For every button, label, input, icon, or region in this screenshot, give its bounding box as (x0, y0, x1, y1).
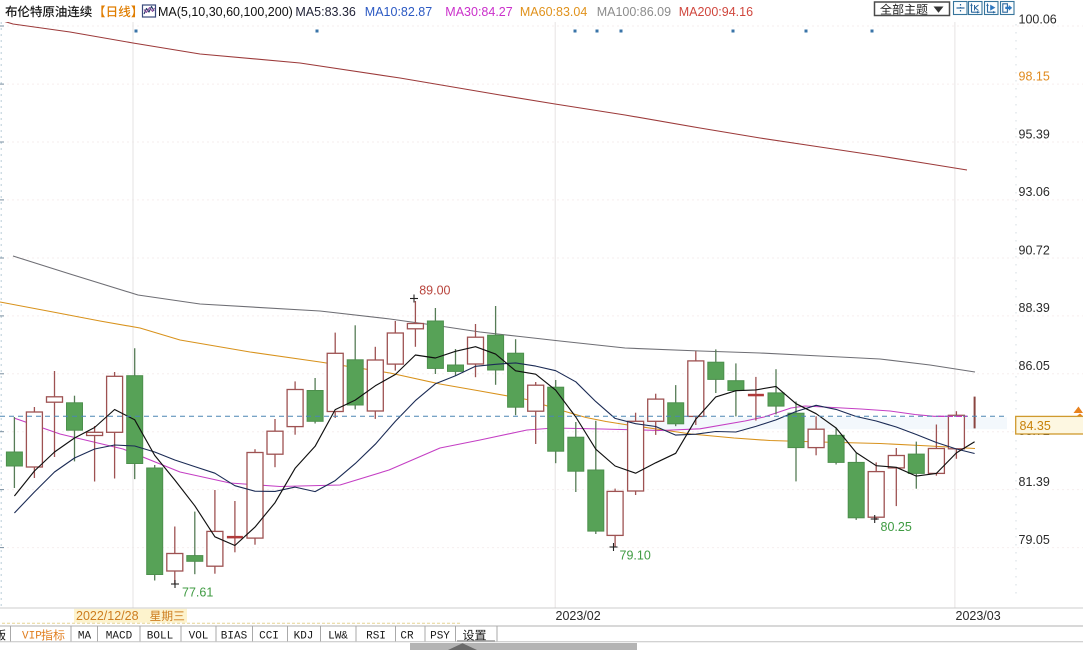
svg-text:CR: CR (400, 631, 414, 643)
svg-text:2022/12/28: 2022/12/28 (76, 609, 139, 623)
svg-text:84.35: 84.35 (1020, 419, 1051, 433)
svg-text:RSI: RSI (366, 631, 386, 643)
svg-text:MA60:83.04: MA60:83.04 (520, 5, 587, 19)
svg-text:80.25: 80.25 (881, 520, 912, 534)
svg-text:MA5:83.36: MA5:83.36 (295, 5, 356, 19)
svg-text:90.72: 90.72 (1019, 243, 1050, 257)
svg-text:89.00: 89.00 (419, 284, 450, 298)
svg-text:95.39: 95.39 (1019, 127, 1050, 141)
svg-text:LW&: LW& (328, 631, 348, 643)
svg-text:MA: MA (78, 631, 92, 643)
svg-text:93.06: 93.06 (1019, 185, 1050, 199)
svg-text:79.10: 79.10 (620, 549, 651, 563)
svg-text:KDJ: KDJ (294, 631, 314, 643)
svg-text:79.05: 79.05 (1019, 533, 1050, 547)
svg-text:100.06: 100.06 (1019, 12, 1057, 26)
svg-text:2023/03: 2023/03 (956, 609, 1001, 623)
svg-text:BIAS: BIAS (221, 631, 248, 643)
svg-text:PSY: PSY (430, 631, 450, 643)
svg-text:CCI: CCI (259, 631, 279, 643)
svg-text:86.05: 86.05 (1019, 359, 1050, 373)
svg-text:MA10:82.87: MA10:82.87 (365, 5, 432, 19)
svg-text:77.61: 77.61 (182, 586, 213, 600)
svg-text:2023/02: 2023/02 (556, 609, 601, 623)
svg-text:MACD: MACD (106, 631, 133, 643)
svg-text:MA30:84.27: MA30:84.27 (445, 5, 512, 19)
svg-text:MA100:86.09: MA100:86.09 (597, 5, 671, 19)
svg-text:98.15: 98.15 (1019, 69, 1050, 83)
svg-text:VIP: VIP (22, 631, 42, 643)
svg-text:MA(5,10,30,60,100,200): MA(5,10,30,60,100,200) (158, 5, 293, 19)
svg-text:VOL: VOL (189, 631, 209, 643)
svg-text:BOLL: BOLL (147, 631, 173, 643)
svg-text:88.39: 88.39 (1019, 301, 1050, 315)
svg-text:81.39: 81.39 (1019, 475, 1050, 489)
svg-text:MA200:94.16: MA200:94.16 (679, 5, 753, 19)
